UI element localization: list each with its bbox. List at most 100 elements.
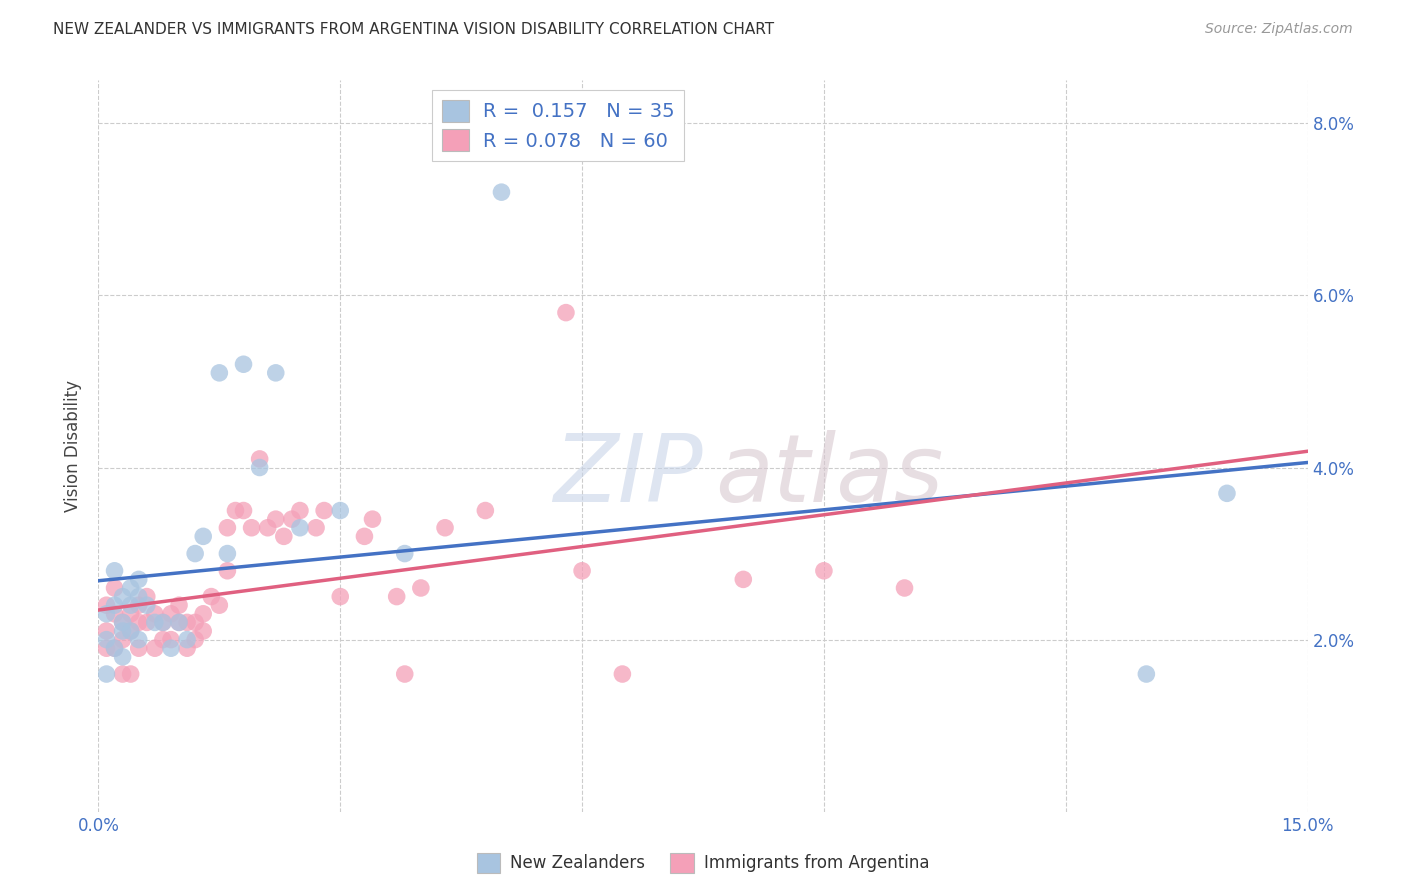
Point [167,598,190,612]
Point [143,615,166,630]
Point [103,641,125,656]
Point [224,503,246,517]
Text: NEW ZEALANDER VS IMMIGRANTS FROM ARGENTINA VISION DISABILITY CORRELATION CHART: NEW ZEALANDER VS IMMIGRANTS FROM ARGENTI… [53,22,775,37]
Point [103,581,125,595]
Point [184,615,207,630]
Point [96,632,118,647]
Point [135,590,157,604]
Text: atlas: atlas [716,430,943,521]
Point [128,641,150,656]
Point [217,564,239,578]
Point [103,641,125,656]
Point [1135,667,1157,681]
Point [305,521,328,535]
Point [217,521,239,535]
Point [96,624,118,638]
Point [111,667,134,681]
Point [264,366,287,380]
Point [240,521,263,535]
Point [232,357,254,371]
Point [135,615,157,630]
Point [128,632,150,647]
Point [128,590,150,604]
Point [249,460,271,475]
Point [120,598,142,612]
Point [249,451,271,466]
Point [193,624,215,638]
Point [111,615,134,630]
Point [160,632,183,647]
Point [281,512,304,526]
Point [111,632,134,647]
Point [256,521,278,535]
Point [555,305,578,319]
Point [200,590,222,604]
Point [208,598,231,612]
Point [167,615,190,630]
Point [176,632,198,647]
Point [361,512,384,526]
Point [232,503,254,517]
Legend: New Zealanders, Immigrants from Argentina: New Zealanders, Immigrants from Argentin… [470,847,936,880]
Point [329,590,352,604]
Point [128,598,150,612]
Point [111,590,134,604]
Point [128,573,150,587]
Point [120,607,142,621]
Point [353,529,375,543]
Legend: R =  0.157   N = 35, R = 0.078   N = 60: R = 0.157 N = 35, R = 0.078 N = 60 [432,90,683,161]
Point [103,564,125,578]
Point [434,521,457,535]
Point [193,529,215,543]
Point [733,573,755,587]
Point [314,503,336,517]
Point [111,615,134,630]
Point [264,512,287,526]
Point [176,615,198,630]
Y-axis label: Vision Disability: Vision Disability [65,380,83,512]
Point [193,607,215,621]
Point [152,615,174,630]
Point [394,547,416,561]
Point [120,624,142,638]
Point [128,615,150,630]
Point [491,185,513,199]
Point [152,632,174,647]
Point [176,641,198,656]
Point [160,607,183,621]
Text: Source: ZipAtlas.com: Source: ZipAtlas.com [1205,22,1353,37]
Point [120,667,142,681]
Point [111,624,134,638]
Point [893,581,915,595]
Point [120,624,142,638]
Point [571,564,593,578]
Point [143,607,166,621]
Point [96,607,118,621]
Point [96,598,118,612]
Point [273,529,295,543]
Point [208,366,231,380]
Point [813,564,835,578]
Point [394,667,416,681]
Point [1216,486,1239,500]
Point [152,615,174,630]
Point [612,667,634,681]
Point [474,503,496,517]
Point [143,641,166,656]
Point [96,641,118,656]
Point [167,615,190,630]
Point [96,667,118,681]
Point [103,598,125,612]
Point [217,547,239,561]
Point [184,632,207,647]
Point [385,590,408,604]
Point [135,598,157,612]
Point [329,503,352,517]
Point [409,581,432,595]
Point [288,521,311,535]
Point [111,649,134,664]
Point [120,581,142,595]
Point [288,503,311,517]
Text: ZIP: ZIP [554,430,703,521]
Point [184,547,207,561]
